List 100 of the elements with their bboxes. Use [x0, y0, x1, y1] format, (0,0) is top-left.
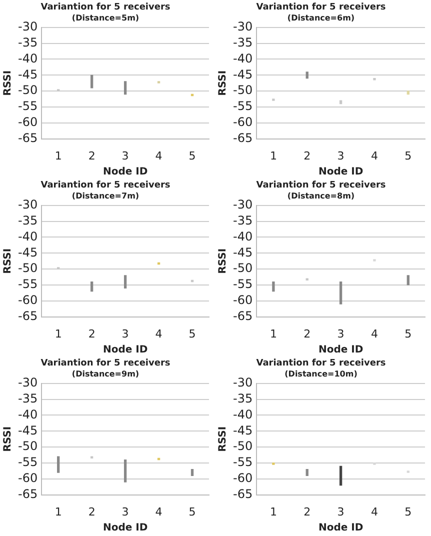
x-tick-label: 4 [155, 327, 162, 340]
y-tick-label: -30 [18, 20, 38, 34]
chart-subtitle: (Distance=5m) [72, 14, 140, 23]
x-tick-label: 2 [88, 505, 96, 518]
bar [124, 275, 127, 288]
x-tick-label: 2 [304, 505, 311, 518]
y-tick-label: -50 [232, 261, 253, 276]
y-tick-label: -35 [232, 213, 253, 228]
y-tick-label: -35 [18, 391, 38, 406]
bar [406, 275, 410, 286]
y-tick-label: -55 [232, 99, 253, 114]
y-tick-label: -40 [232, 51, 253, 66]
y-tick-label: -50 [232, 439, 253, 454]
y-tick-label: -30 [232, 198, 253, 212]
x-tick-label: 5 [404, 327, 412, 340]
x-tick-label: 2 [304, 327, 311, 340]
y-tick-label: -40 [232, 407, 253, 422]
x-tick-label: 4 [155, 505, 162, 518]
x-tick-label: 1 [54, 149, 62, 162]
x-axis-title: Node ID [102, 166, 148, 178]
bar [57, 456, 60, 473]
y-tick-label: -35 [18, 213, 38, 228]
chart-title: Variantion for 5 receivers [40, 2, 170, 13]
chart-subtitle: (Distance=10m) [284, 370, 358, 379]
y-tick-label: -60 [232, 471, 253, 486]
y-tick-label: -60 [232, 293, 253, 308]
y-tick-label: -30 [18, 376, 38, 390]
x-axis-title: Node ID [318, 344, 364, 356]
chart-title: Variantion for 5 receivers [256, 2, 386, 13]
x-tick-label: 4 [370, 505, 378, 518]
y-tick-label: -35 [18, 35, 38, 50]
x-tick-label: 2 [88, 327, 96, 340]
y-tick-label: -40 [232, 229, 253, 244]
x-tick-label: 5 [188, 505, 196, 518]
y-tick-label: -45 [232, 423, 253, 438]
bar [306, 469, 308, 476]
y-tick-label: -50 [18, 261, 38, 276]
x-tick-label: 5 [188, 149, 196, 162]
y-tick-label: -65 [232, 486, 253, 501]
bar [124, 459, 127, 482]
y-tick-label: -55 [18, 99, 38, 114]
y-tick-label: -65 [232, 130, 253, 145]
y-axis-title: RSSI [218, 426, 229, 452]
y-tick-label: -65 [18, 130, 38, 145]
x-tick-label: 1 [270, 327, 277, 340]
x-tick-label: 1 [270, 505, 277, 518]
x-tick-label: 3 [337, 149, 344, 162]
bar [339, 466, 342, 486]
y-tick-label: -60 [18, 293, 38, 308]
x-tick-label: 3 [122, 505, 129, 518]
y-tick-label: -45 [232, 67, 253, 82]
y-tick-label: -65 [18, 308, 38, 323]
x-axis-title: Node ID [102, 344, 148, 356]
y-axis-title: RSSI [2, 426, 14, 452]
x-tick-label: 2 [304, 149, 311, 162]
bar [373, 78, 376, 80]
chart-title: Variantion for 5 receivers [256, 180, 386, 191]
chart-title: Variantion for 5 receivers [40, 358, 170, 369]
chart-subtitle: (Distance=8m) [287, 192, 355, 201]
y-tick-label: -35 [232, 391, 253, 406]
bar [90, 74, 94, 88]
bar [90, 281, 94, 292]
y-tick-label: -40 [18, 229, 38, 244]
y-tick-label: -50 [18, 439, 38, 454]
y-tick-label: -35 [232, 35, 253, 50]
y-tick-label: -50 [18, 83, 38, 98]
y-axis-title: RSSI [2, 70, 14, 96]
y-tick-label: -30 [232, 20, 253, 34]
y-axis-title: RSSI [218, 70, 229, 96]
chart-subtitle: (Distance=9m) [72, 370, 140, 379]
y-tick-label: -60 [232, 115, 253, 130]
x-tick-label: 3 [337, 327, 344, 340]
x-tick-label: 2 [88, 149, 96, 162]
y-tick-label: -55 [232, 455, 253, 470]
x-tick-label: 4 [370, 149, 378, 162]
y-tick-label: -60 [18, 471, 38, 486]
bar [406, 90, 410, 95]
y-tick-label: -45 [232, 245, 253, 260]
bar [339, 281, 342, 304]
y-tick-label: -45 [18, 67, 38, 82]
chart-subtitle: (Distance=7m) [72, 192, 140, 201]
y-tick-label: -55 [18, 277, 38, 292]
y-axis-title: RSSI [2, 248, 14, 274]
y-axis-title: RSSI [218, 248, 229, 274]
x-axis-title: Node ID [102, 522, 148, 534]
chart-title: Variantion for 5 receivers [256, 358, 386, 369]
bar [190, 469, 194, 476]
x-tick-label: 1 [54, 327, 62, 340]
y-tick-label: -40 [18, 407, 38, 422]
x-tick-label: 5 [404, 505, 412, 518]
y-tick-label: -60 [18, 115, 38, 130]
y-tick-label: -30 [18, 198, 38, 212]
y-tick-label: -50 [232, 83, 253, 98]
x-axis-title: Node ID [318, 166, 364, 178]
y-tick-label: -30 [232, 376, 253, 390]
y-tick-label: -40 [18, 51, 38, 66]
x-tick-label: 4 [370, 327, 378, 340]
x-tick-label: 3 [122, 327, 129, 340]
bar [124, 81, 127, 95]
x-tick-label: 3 [337, 505, 344, 518]
